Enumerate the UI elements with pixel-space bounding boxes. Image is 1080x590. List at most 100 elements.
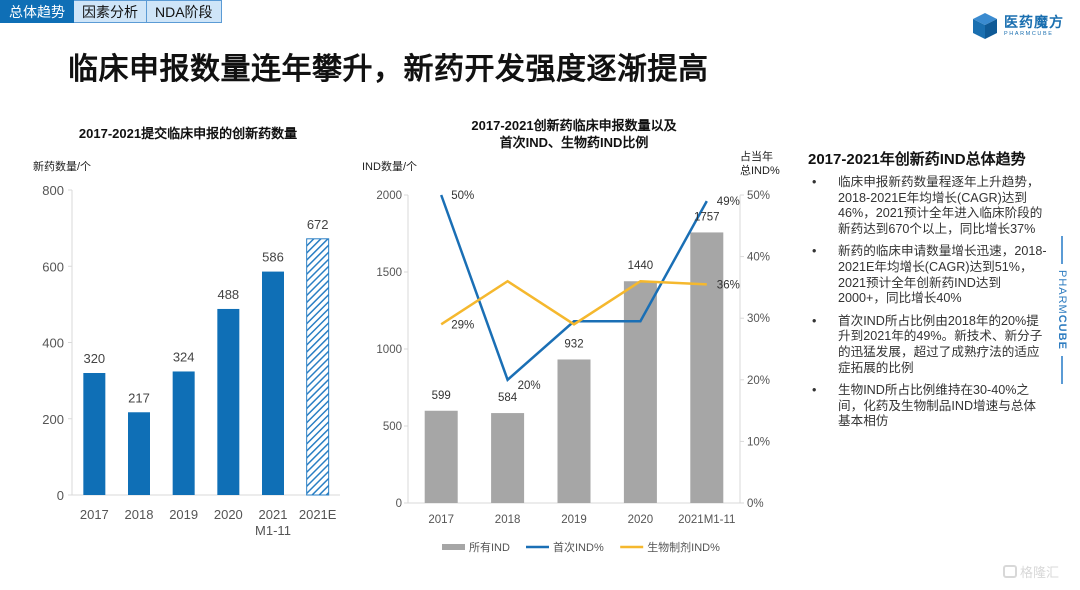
chart1-ytick-label: 0 (57, 488, 64, 503)
logo-text-en: PHARMCUBE (1004, 30, 1054, 37)
bullet-text: 首次IND所占比例由2018年的20%提升到2021年的49%。新技术、新分子的… (838, 313, 1043, 375)
watermark: 格隆汇 (1003, 562, 1059, 581)
chart1-ytick-label: 600 (42, 259, 64, 274)
chart2-y2tick-label: 10% (747, 436, 770, 448)
chart2-ylabel: IND数量/个 (362, 160, 417, 173)
chart2-y2tick-label: 0% (747, 498, 764, 510)
chart2-title-line2: 首次IND、生物药IND比例 (500, 135, 649, 150)
chart1-bar (128, 412, 150, 495)
chart2-bar (557, 359, 591, 503)
chart2-y2tick-label: 30% (747, 313, 770, 325)
chart2-bar (690, 232, 724, 503)
chart2-xtick-label: 2017 (428, 514, 454, 526)
cube-logo-icon (973, 13, 997, 39)
pharmcube-logo: 医药魔方 PHARMCUBE (972, 12, 1064, 40)
chart2-ytick-label: 500 (383, 421, 402, 433)
chart2-bar-label: 584 (498, 392, 518, 404)
tab-factor-analysis[interactable]: 因素分析 (74, 0, 147, 23)
logo-text-cn: 医药魔方 (1004, 13, 1064, 30)
summary-bullet: • 临床申报新药数量程逐年上升趋势，2018-2021E年均增长(CAGR)达到4… (808, 175, 1048, 237)
chart2-xtick-label: 2020 (628, 514, 654, 526)
chart1-data-label: 320 (83, 351, 105, 366)
chart1-xtick-label: 2021 (259, 507, 288, 522)
chart1-bar (306, 238, 330, 496)
legend-label: 所有IND (469, 540, 510, 554)
chart1-bar (262, 271, 284, 495)
chart1-bar (217, 308, 240, 495)
chart2-title-line1: 2017-2021创新药临床申报数量以及 (471, 118, 677, 133)
chart2-bar-label: 599 (432, 390, 451, 402)
watermark-text: 格隆汇 (1020, 565, 1060, 580)
chart-new-drugs-count: 2017-2021提交临床申报的创新药数量 新药数量/个 0 200 400 600 8… (33, 126, 340, 538)
chart2-line-label: 36% (717, 279, 740, 291)
chart1-data-label: 324 (173, 349, 195, 364)
chart2-legend: 所有IND 首次IND% 生物制剂IND% (442, 540, 720, 554)
watermark-logo-icon (1003, 565, 1017, 578)
legend-label: 生物制剂IND% (647, 540, 720, 554)
legend-label: 首次IND% (553, 540, 604, 554)
page-title: 临床申报数量连年攀升，新药开发强度逐渐提高 (68, 53, 709, 86)
brand-divider (1061, 236, 1063, 264)
summary-bullet: • 新药的临床申请数量增长迅速，2018-2021E年均增长(CAGR)达到51%… (808, 244, 1048, 306)
chart2-ytick-label: 2000 (376, 190, 402, 202)
chart2-y2label-line2: 总IND% (740, 163, 780, 177)
chart1-data-label: 586 (262, 250, 284, 265)
legend-swatch-bar (442, 544, 465, 550)
chart2-line-first-ind (440, 194, 708, 382)
tab-bar: 总体趋势 因素分析 NDA阶段 (0, 0, 222, 23)
bullet-text: 新药的临床申请数量增长迅速，2018-2021E年均增长(CAGR)达到51%，… (838, 244, 1047, 306)
chart1-data-label: 672 (307, 217, 329, 232)
chart1-title: 2017-2021提交临床申报的创新药数量 (79, 126, 297, 141)
bullet-dot-icon: • (812, 244, 817, 259)
bullet-dot-icon: • (812, 175, 817, 189)
chart2-y2tick-label: 20% (747, 375, 770, 387)
chart2-xtick-label: 2018 (495, 514, 521, 526)
chart2-ytick-label: 1500 (376, 267, 402, 279)
chart1-data-label: 488 (217, 287, 239, 302)
chart1-ytick-label: 800 (42, 183, 64, 198)
chart2-xtick-label: 2021M1-11 (678, 514, 735, 526)
summary-title: 2017-2021年创新药IND总体趋势 (808, 151, 1026, 168)
chart2-bar (491, 413, 525, 503)
chart1-bar (172, 371, 195, 495)
chart2-xtick-label: 2019 (561, 514, 587, 526)
chart1-bar (83, 373, 106, 495)
chart2-bar-label: 1757 (694, 211, 720, 223)
chart2-y2label-line1: 占当年 (740, 149, 773, 163)
chart1-ytick-label: 200 (42, 412, 64, 427)
summary-bullets: • 临床申报新药数量程逐年上升趋势，2018-2021E年均增长(CAGR)达到4… (808, 175, 1048, 430)
chart2-line-label: 20% (518, 380, 541, 392)
chart2-bar-label: 1440 (628, 260, 654, 272)
chart1-ytick-label: 400 (42, 336, 64, 351)
chart1-xtick-label: 2018 (125, 507, 154, 522)
bullet-dot-icon: • (812, 313, 817, 328)
summary-bullet: • 首次IND所占比例由2018年的20%提升到2021年的49%。新技术、新分子… (808, 314, 1048, 376)
chart-ind-count-ratio: 2017-2021创新药临床申报数量以及 首次IND、生物药IND比例 IND数… (362, 118, 780, 554)
summary-bullet: • 生物IND所占比例维持在30-40%之间，化药及生物制品IND增速与总体基本相… (808, 383, 1048, 430)
chart2-bar (623, 281, 657, 503)
chart2-ytick-label: 0 (396, 498, 402, 510)
brand-vertical-text: PHARMCUBE (1056, 270, 1068, 350)
tab-nda-stage[interactable]: NDA阶段 (147, 0, 222, 23)
chart1-data-label: 217 (128, 390, 150, 405)
chart2-line-label: 29% (451, 319, 474, 331)
chart2-bar-label: 932 (564, 338, 583, 350)
chart1-xtick-label: M1-11 (255, 523, 291, 538)
chart2-ytick-label: 1000 (376, 344, 402, 356)
tab-overall-trend[interactable]: 总体趋势 (0, 0, 74, 23)
chart1-xtick-label: 2019 (169, 507, 198, 522)
chart1-ylabel: 新药数量/个 (33, 159, 91, 173)
chart2-bar (424, 410, 458, 503)
chart2-line-label: 50% (451, 190, 474, 202)
chart1-xtick-label: 2021E (299, 507, 337, 522)
bullet-dot-icon: • (812, 383, 817, 398)
summary-panel: 2017-2021年创新药IND总体趋势 • 临床申报新药数量程逐年上升趋势，20… (808, 148, 1048, 437)
brand-divider (1061, 355, 1063, 384)
chart1-xtick-label: 2020 (214, 507, 243, 522)
bullet-text: 生物IND所占比例维持在30-40%之间，化药及生物制品IND增速与总体基本相仿 (838, 383, 1037, 429)
chart2-line-label: 49% (717, 196, 740, 208)
chart2-y2tick-label: 50% (747, 190, 770, 202)
brand-vertical: PHARMCUBE (1054, 236, 1070, 396)
chart1-xtick-label: 2017 (80, 507, 109, 522)
